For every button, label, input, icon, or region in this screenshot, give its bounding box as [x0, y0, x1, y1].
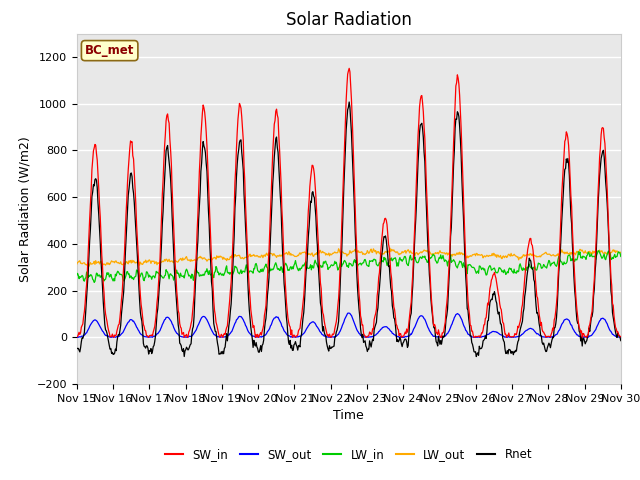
X-axis label: Time: Time	[333, 409, 364, 422]
SW_in	[617, 334, 625, 339]
LW_in	[223, 269, 231, 275]
LW_in	[195, 270, 202, 276]
LW_in	[595, 248, 603, 253]
Rnet	[617, 338, 625, 344]
Bar	[77, 34, 621, 384]
Rnet	[346, 99, 353, 105]
SW_in	[346, 65, 353, 71]
SW_out	[433, 334, 440, 340]
LW_out	[433, 250, 440, 256]
SW_in	[417, 97, 424, 103]
SW_in	[140, 322, 147, 327]
SW_out	[140, 333, 147, 339]
Rnet	[83, 293, 90, 299]
LW_in	[140, 276, 147, 282]
Line: SW_out: SW_out	[77, 313, 621, 337]
Line: LW_out: LW_out	[77, 248, 621, 266]
Rnet	[223, 331, 230, 336]
LW_out	[617, 250, 625, 256]
LW_out	[195, 255, 202, 261]
Text: BC_met: BC_met	[85, 44, 134, 57]
SW_in	[83, 281, 90, 287]
SW_out	[74, 335, 81, 340]
SW_in	[110, 335, 118, 340]
Rnet	[416, 130, 424, 135]
Rnet	[431, 333, 439, 339]
LW_in	[73, 272, 81, 278]
SW_out	[223, 333, 231, 339]
SW_out	[617, 334, 625, 340]
Title: Solar Radiation: Solar Radiation	[286, 11, 412, 29]
LW_in	[416, 255, 424, 261]
SW_in	[433, 330, 440, 336]
SW_out	[417, 313, 424, 319]
SW_in	[195, 189, 202, 195]
SW_in	[223, 323, 231, 329]
Rnet	[194, 238, 202, 244]
SW_in	[73, 334, 81, 340]
Y-axis label: Solar Radiation (W/m2): Solar Radiation (W/m2)	[18, 136, 31, 282]
Line: Rnet: Rnet	[77, 102, 621, 357]
LW_out	[140, 260, 147, 266]
SW_out	[195, 322, 202, 327]
LW_in	[431, 258, 439, 264]
LW_in	[83, 269, 90, 275]
LW_out	[83, 262, 90, 267]
LW_out	[85, 264, 93, 269]
LW_in	[617, 253, 625, 259]
Rnet	[73, 346, 81, 352]
LW_in	[90, 279, 98, 285]
Line: SW_in: SW_in	[77, 68, 621, 337]
SW_out	[84, 328, 92, 334]
LW_out	[417, 250, 424, 255]
LW_out	[386, 245, 394, 251]
Rnet	[472, 354, 480, 360]
LW_out	[73, 261, 81, 267]
SW_out	[73, 334, 81, 340]
SW_out	[344, 310, 352, 316]
Rnet	[139, 327, 147, 333]
Line: LW_in: LW_in	[77, 251, 621, 282]
Legend: SW_in, SW_out, LW_in, LW_out, Rnet: SW_in, SW_out, LW_in, LW_out, Rnet	[161, 443, 537, 466]
LW_out	[223, 255, 231, 261]
